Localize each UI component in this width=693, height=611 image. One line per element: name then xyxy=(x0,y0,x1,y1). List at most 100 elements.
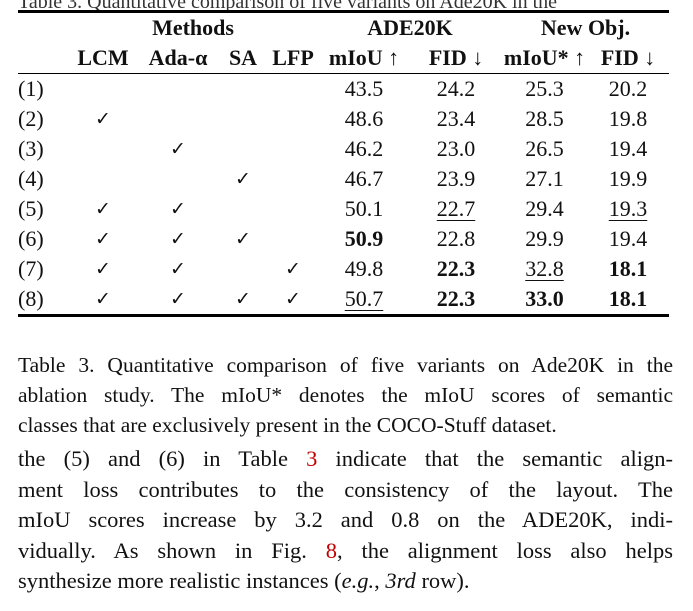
cell-sa xyxy=(218,134,268,164)
cell-ada xyxy=(138,74,218,104)
cell-ade-miou: 46.2 xyxy=(344,136,384,161)
table-row: (7) ✓ ✓ ✓ 49.8 22.3 32.8 18.1 xyxy=(18,254,669,284)
cell-lcm: ✓ xyxy=(95,228,111,250)
methods-group-header: Methods xyxy=(152,15,234,40)
body-line: vidually. As shown in Fig. 8, the alignm… xyxy=(18,537,673,563)
cell-sa xyxy=(218,194,268,224)
cell-new-fid: 19.4 xyxy=(608,136,648,161)
table-top-rule xyxy=(18,10,669,13)
col-header-ada-alpha: Ada-α xyxy=(148,45,208,70)
cell-new-fid: 18.1 xyxy=(608,286,648,311)
group-header-row: Methods ADE20K New Obj. xyxy=(18,13,669,43)
cell-new-miou: 29.9 xyxy=(525,226,564,251)
cell-lfp: ✓ xyxy=(285,288,301,310)
cell-ade-miou: 43.5 xyxy=(344,76,384,101)
cell-new-miou: 28.5 xyxy=(525,106,564,131)
table-mid-rule xyxy=(18,73,669,74)
cell-lcm xyxy=(68,74,138,104)
cell-new-miou: 25.3 xyxy=(525,76,564,101)
cell-sa: ✓ xyxy=(235,288,251,310)
ablation-table: Methods ADE20K New Obj. LCM Ada-α SA LFP… xyxy=(18,13,669,73)
cell-ade-miou: 50.9 xyxy=(344,226,384,251)
table-row: (1) 43.5 24.2 25.3 20.2 xyxy=(18,74,669,104)
caption-line: classes that are exclusively present in … xyxy=(18,413,557,437)
table-bottom-rule xyxy=(18,314,669,317)
cell-lcm xyxy=(68,134,138,164)
cell-lcm: ✓ xyxy=(95,108,111,130)
cell-lcm xyxy=(68,164,138,194)
table-row: (3) ✓ 46.2 23.0 26.5 19.4 xyxy=(18,134,669,164)
cell-ada xyxy=(138,164,218,194)
cell-sa: ✓ xyxy=(235,228,251,250)
cell-new-miou: 32.8 xyxy=(525,256,564,281)
body-line: mIoU scores increase by 3.2 and 0.8 on t… xyxy=(18,507,673,532)
body-line: the (5) and (6) in Table 3 indicate that… xyxy=(18,446,673,471)
results-table: Methods ADE20K New Obj. LCM Ada-α SA LFP… xyxy=(18,10,669,317)
cell-sa: ✓ xyxy=(235,168,251,190)
cell-new-fid: 20.2 xyxy=(608,76,648,101)
col-header-lcm: LCM xyxy=(77,45,129,70)
col-header-ade-fid: FID ↓ xyxy=(428,45,484,70)
cell-lcm: ✓ xyxy=(95,288,111,310)
cell-new-miou: 29.4 xyxy=(525,196,564,221)
row-id: (1) xyxy=(18,76,44,101)
table-caption: Table 3. Quantitative comparison of five… xyxy=(18,350,673,440)
cell-lfp xyxy=(268,224,318,254)
cell-new-miou: 26.5 xyxy=(525,136,564,161)
col-header-sa: SA xyxy=(228,45,258,70)
col-header-ade-miou: mIoU ↑ xyxy=(328,45,400,70)
cell-lcm: ✓ xyxy=(95,198,111,220)
cell-ade-miou: 46.7 xyxy=(344,166,384,191)
cell-ade-fid: 22.7 xyxy=(436,196,476,221)
cell-ada: ✓ xyxy=(170,288,186,310)
row-id: (7) xyxy=(18,256,44,281)
cell-ade-fid: 22.3 xyxy=(436,256,476,281)
cell-ade-fid: 24.2 xyxy=(436,76,476,101)
cell-ade-fid: 23.9 xyxy=(436,166,476,191)
cell-lfp xyxy=(268,74,318,104)
col-header-new-fid: FID ↓ xyxy=(600,45,656,70)
cell-ade-fid: 22.8 xyxy=(436,226,476,251)
cell-new-fid: 19.9 xyxy=(608,166,648,191)
cell-lfp xyxy=(268,134,318,164)
body-paragraph: the (5) and (6) in Table 3 indicate that… xyxy=(18,444,673,597)
body-line: ment loss contributes to the consistency… xyxy=(18,476,673,502)
caption-line: Table 3. Quantitative comparison of five… xyxy=(18,353,673,377)
newobj-group-header: New Obj. xyxy=(540,15,631,40)
row-id: (3) xyxy=(18,136,44,161)
cell-new-fid: 19.8 xyxy=(608,106,648,131)
cell-ada: ✓ xyxy=(170,138,186,160)
cell-lfp xyxy=(268,104,318,134)
table-reference-link[interactable]: 3 xyxy=(306,446,318,471)
cell-ada xyxy=(138,104,218,134)
cell-new-fid: 18.1 xyxy=(608,256,648,281)
cell-sa xyxy=(218,254,268,284)
cell-sa xyxy=(218,104,268,134)
cell-ada: ✓ xyxy=(170,228,186,250)
cell-sa xyxy=(218,74,268,104)
cell-ade-miou: 48.6 xyxy=(344,106,384,131)
ablation-table-body: (1) 43.5 24.2 25.3 20.2 (2) ✓ 48.6 23.4 … xyxy=(18,74,669,314)
cell-new-fid: 19.3 xyxy=(608,196,648,221)
row-id: (8) xyxy=(18,286,44,311)
cell-lfp xyxy=(268,194,318,224)
table-row: (4) ✓ 46.7 23.9 27.1 19.9 xyxy=(18,164,669,194)
cell-ada: ✓ xyxy=(170,198,186,220)
cell-lcm: ✓ xyxy=(95,258,111,280)
row-id: (5) xyxy=(18,196,44,221)
table-row: (6) ✓ ✓ ✓ 50.9 22.8 29.9 19.4 xyxy=(18,224,669,254)
column-header-row: LCM Ada-α SA LFP mIoU ↑ FID ↓ mIoU* ↑ FI… xyxy=(18,43,669,73)
cell-new-fid: 19.4 xyxy=(608,226,648,251)
col-header-new-miou: mIoU* ↑ xyxy=(503,45,586,70)
figure-reference-link[interactable]: 8 xyxy=(325,537,337,563)
row-id: (6) xyxy=(18,226,44,251)
row-id: (4) xyxy=(18,166,44,191)
table-row: (2) ✓ 48.6 23.4 28.5 19.8 xyxy=(18,104,669,134)
cell-new-miou: 33.0 xyxy=(525,286,564,311)
caption-line: ablation study. The mIoU* denotes the mI… xyxy=(18,383,673,407)
cell-ade-fid: 23.4 xyxy=(436,106,476,131)
row-id: (2) xyxy=(18,106,44,131)
cell-ade-miou: 50.7 xyxy=(344,286,384,311)
body-line: synthesize more realistic instances (e.g… xyxy=(18,568,470,593)
cell-ade-fid: 23.0 xyxy=(436,136,476,161)
